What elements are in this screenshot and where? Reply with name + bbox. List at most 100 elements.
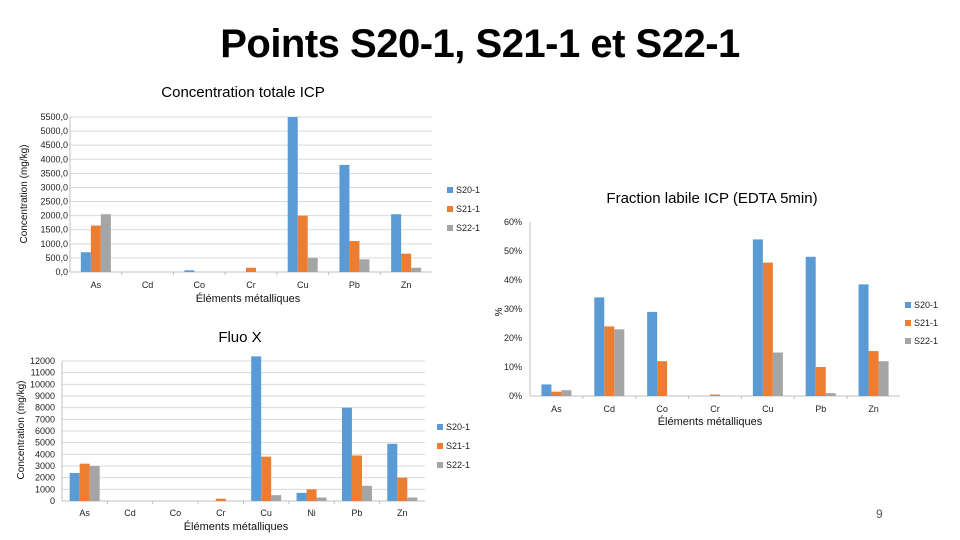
x-tick-label: Cr	[710, 404, 720, 414]
x-tick-label: As	[91, 280, 102, 290]
y-tick-label: 7000	[35, 414, 55, 424]
bar-s22-1-pb	[825, 393, 836, 396]
legend-swatch	[437, 424, 443, 430]
legend-swatch	[447, 225, 453, 231]
legend-label: S20-1	[914, 300, 938, 310]
bar-s20-1-zn	[858, 284, 869, 396]
y-tick-label: 9000	[35, 391, 55, 401]
x-tick-label: Cu	[762, 404, 774, 414]
chart-title: Fraction labile ICP (EDTA 5min)	[606, 190, 817, 207]
y-tick-label: 0	[50, 496, 55, 506]
y-tick-label: 20%	[504, 333, 522, 343]
bar-s21-1-pb	[351, 455, 362, 501]
bar-s21-1-cr	[710, 394, 720, 396]
y-tick-label: 5500,0	[40, 112, 68, 122]
x-tick-label: Cu	[297, 280, 309, 290]
x-tick-label: Zn	[868, 404, 879, 414]
x-tick-label: Pb	[351, 508, 362, 518]
legend-label: S21-1	[446, 441, 470, 451]
bar-s22-1-zn	[411, 267, 422, 272]
y-tick-label: 2000	[35, 473, 55, 483]
bar-s21-1-cu	[261, 456, 272, 501]
y-tick-label: 500,0	[45, 253, 68, 263]
bar-s21-1-zn	[397, 477, 408, 501]
x-axis-label: Éléments métalliques	[658, 415, 763, 428]
y-tick-label: 40%	[504, 275, 522, 285]
y-tick-label: 2000,0	[40, 211, 68, 221]
y-tick-label: 4500,0	[40, 140, 68, 150]
bar-s21-1-pb	[815, 367, 826, 396]
y-axis-label: Concentration (mg/kg)	[16, 381, 27, 480]
legend-label: S20-1	[446, 422, 470, 432]
y-tick-label: 4000	[35, 449, 55, 459]
y-tick-label: 30%	[504, 304, 522, 314]
bar-s20-1-cd	[594, 297, 605, 396]
bar-s20-1-cu	[752, 239, 763, 396]
x-tick-label: Ni	[307, 508, 316, 518]
legend-swatch	[905, 320, 911, 326]
bar-s20-1-pb	[339, 164, 350, 272]
bar-s22-1-zn	[407, 497, 418, 501]
y-tick-label: 8000	[35, 403, 55, 413]
x-tick-label: As	[79, 508, 90, 518]
y-tick-label: 12000	[30, 356, 55, 366]
bar-s21-1-ni	[306, 489, 317, 501]
bar-s21-1-cu	[762, 262, 773, 396]
bar-s20-1-cu	[287, 117, 298, 272]
y-tick-label: 5000	[35, 438, 55, 448]
bar-s21-1-cu	[297, 215, 308, 272]
y-axis-label: %	[494, 307, 505, 316]
legend-swatch	[447, 206, 453, 212]
x-tick-label: Cu	[260, 508, 272, 518]
y-tick-label: 5000,0	[40, 126, 68, 136]
x-tick-label: Cd	[124, 508, 136, 518]
bar-s22-1-as	[561, 390, 572, 396]
bar-s20-1-zn	[387, 443, 398, 501]
bar-s21-1-cr	[246, 267, 256, 272]
y-tick-label: 10%	[504, 362, 522, 372]
y-tick-label: 1000	[35, 484, 55, 494]
bar-s20-1-as	[541, 384, 552, 396]
bar-s21-1-as	[551, 391, 562, 396]
x-tick-label: Cd	[142, 280, 154, 290]
y-tick-label: 3000	[35, 461, 55, 471]
slide-title: Points S20-1, S21-1 et S22-1	[220, 22, 740, 66]
y-tick-label: 0,0	[55, 267, 68, 277]
x-tick-label: Cr	[246, 280, 256, 290]
bar-s22-1-cu	[307, 257, 318, 272]
legend-swatch	[447, 187, 453, 193]
y-tick-label: 2500,0	[40, 197, 68, 207]
bar-s20-1-zn	[391, 214, 402, 272]
chart-title: Fluo X	[218, 329, 261, 346]
x-axis-label: Éléments métalliques	[184, 520, 289, 533]
y-tick-label: 3500,0	[40, 168, 68, 178]
bar-s21-1-co	[657, 361, 668, 396]
bar-s20-1-pb	[341, 407, 352, 501]
bar-s21-1-pb	[349, 241, 360, 272]
bar-s21-1-as	[79, 463, 90, 501]
x-tick-label: As	[551, 404, 562, 414]
bar-s22-1-ni	[316, 497, 327, 501]
y-tick-label: 10000	[30, 379, 55, 389]
bar-s20-1-as	[69, 473, 80, 501]
y-tick-label: 6000	[35, 426, 55, 436]
x-tick-label: Pb	[349, 280, 360, 290]
bar-s21-1-as	[90, 225, 101, 272]
x-tick-label: Co	[194, 280, 206, 290]
x-tick-label: Co	[170, 508, 182, 518]
y-tick-label: 60%	[504, 217, 522, 227]
legend-swatch	[437, 462, 443, 468]
bar-s22-1-cu	[271, 495, 282, 501]
x-tick-label: Pb	[815, 404, 826, 414]
bar-s22-1-as	[89, 466, 100, 501]
legend-label: S21-1	[914, 318, 938, 328]
y-tick-label: 3000,0	[40, 182, 68, 192]
x-tick-label: Zn	[397, 508, 408, 518]
legend-label: S21-1	[456, 204, 480, 214]
page-number: 9	[876, 507, 883, 521]
bar-s21-1-cd	[604, 326, 615, 396]
bar-s22-1-pb	[361, 485, 372, 501]
bar-s21-1-zn	[401, 253, 412, 272]
